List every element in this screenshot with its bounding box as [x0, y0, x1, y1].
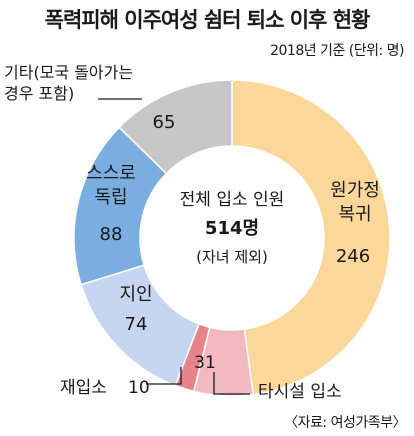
- slice-label-2: 재입소: [60, 378, 107, 398]
- slice-label-4: 스스로: [86, 163, 136, 184]
- leader-line-1: [213, 372, 250, 395]
- slice-value-1: 31: [194, 353, 216, 373]
- slice-value-3: 74: [125, 314, 148, 335]
- slice-value-4: 88: [100, 224, 123, 245]
- slice-label-0: 원가정: [330, 180, 380, 201]
- slice-value-5: 65: [153, 112, 176, 133]
- center-label-total: 514명: [205, 218, 259, 239]
- slice-label-0: 복귀: [338, 204, 371, 225]
- slice-value-0: 246: [336, 246, 370, 267]
- slice-0: [231, 79, 391, 396]
- slice-label-4: 독립: [94, 187, 127, 208]
- slice-label-1: 타시설 입소: [258, 382, 342, 402]
- center-label-note: (자녀 제외): [196, 248, 268, 266]
- slice-value-2: 10: [128, 378, 150, 398]
- chart-title: 폭력피해 이주여성 쉼터 퇴소 이후 현황: [44, 8, 371, 32]
- slice-label-5: 경우 포함): [4, 84, 74, 103]
- center-label-line1: 전체 입소 인원: [180, 190, 285, 210]
- chart-source: 〈자료: 여성가족부〉: [284, 415, 406, 431]
- slice-5: [118, 79, 233, 175]
- slice-label-5: 기타(모국 돌아가는: [4, 63, 133, 82]
- chart-subtitle: 2018년 기준 (단위: 명): [270, 43, 404, 59]
- leader-line-2: [146, 367, 182, 385]
- slice-label-3: 지인: [119, 284, 152, 305]
